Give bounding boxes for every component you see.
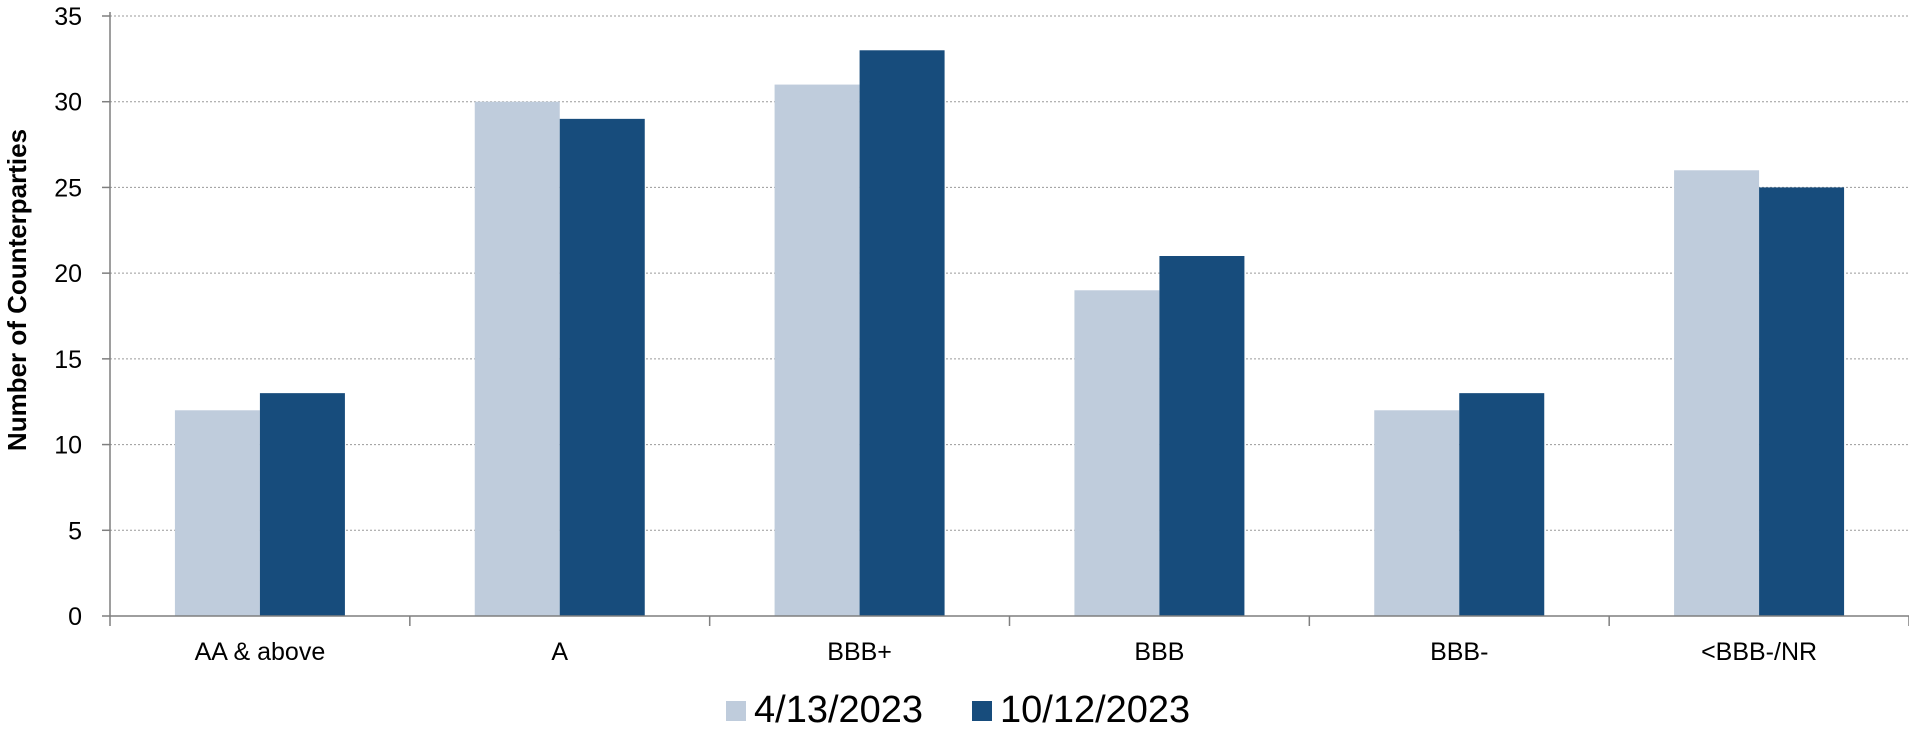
bar-series-1-5 — [1674, 170, 1760, 617]
bar-series-1-2 — [774, 84, 860, 617]
legend-label-series-2: 10/12/2023 — [1000, 689, 1190, 730]
y-tick-label: 15 — [54, 346, 82, 374]
legend-label-series-1: 4/13/2023 — [754, 689, 923, 730]
x-tick-label: A — [551, 638, 568, 666]
bar-series-2-0 — [259, 393, 345, 616]
y-tick-label: 35 — [54, 3, 82, 31]
bar-series-2-5 — [1759, 187, 1845, 616]
y-tick-label: 0 — [68, 603, 82, 631]
bar-series-1-4 — [1374, 410, 1460, 616]
bar-series-2-4 — [1459, 393, 1545, 616]
x-tick-label: BBB- — [1430, 638, 1488, 666]
x-tick-label: AA & above — [195, 638, 326, 666]
y-tick-labels: 0 5 10 15 20 25 30 35 — [54, 3, 82, 631]
x-tick-label: BBB+ — [827, 638, 892, 666]
x-tick-labels: AA & above A BBB+ BBB BBB- <BBB-/NR — [195, 638, 1818, 666]
y-tick-label: 20 — [54, 260, 82, 288]
x-tick-label: <BBB-/NR — [1701, 638, 1817, 666]
bar-series-1-3 — [1074, 290, 1160, 616]
bar-series-2-1 — [559, 118, 645, 616]
y-axis-title: Number of Counterparties — [2, 129, 32, 451]
y-tick-label: 5 — [68, 517, 82, 545]
legend-swatch-series-2 — [972, 701, 992, 721]
gridlines — [110, 15, 1909, 531]
legend: 4/13/2023 10/12/2023 — [726, 689, 1190, 730]
legend-swatch-series-1 — [726, 701, 746, 721]
bar-series-2-2 — [859, 50, 945, 617]
axes — [102, 12, 1909, 626]
y-tick-label: 25 — [54, 174, 82, 202]
y-tick-label: 10 — [54, 432, 82, 460]
bar-series-2-3 — [1159, 256, 1245, 616]
bar-series-1-0 — [174, 410, 260, 616]
x-tick-label: BBB — [1134, 638, 1184, 666]
y-tick-label: 30 — [54, 89, 82, 117]
bar-series-1-1 — [474, 101, 560, 616]
bars — [174, 50, 1845, 617]
